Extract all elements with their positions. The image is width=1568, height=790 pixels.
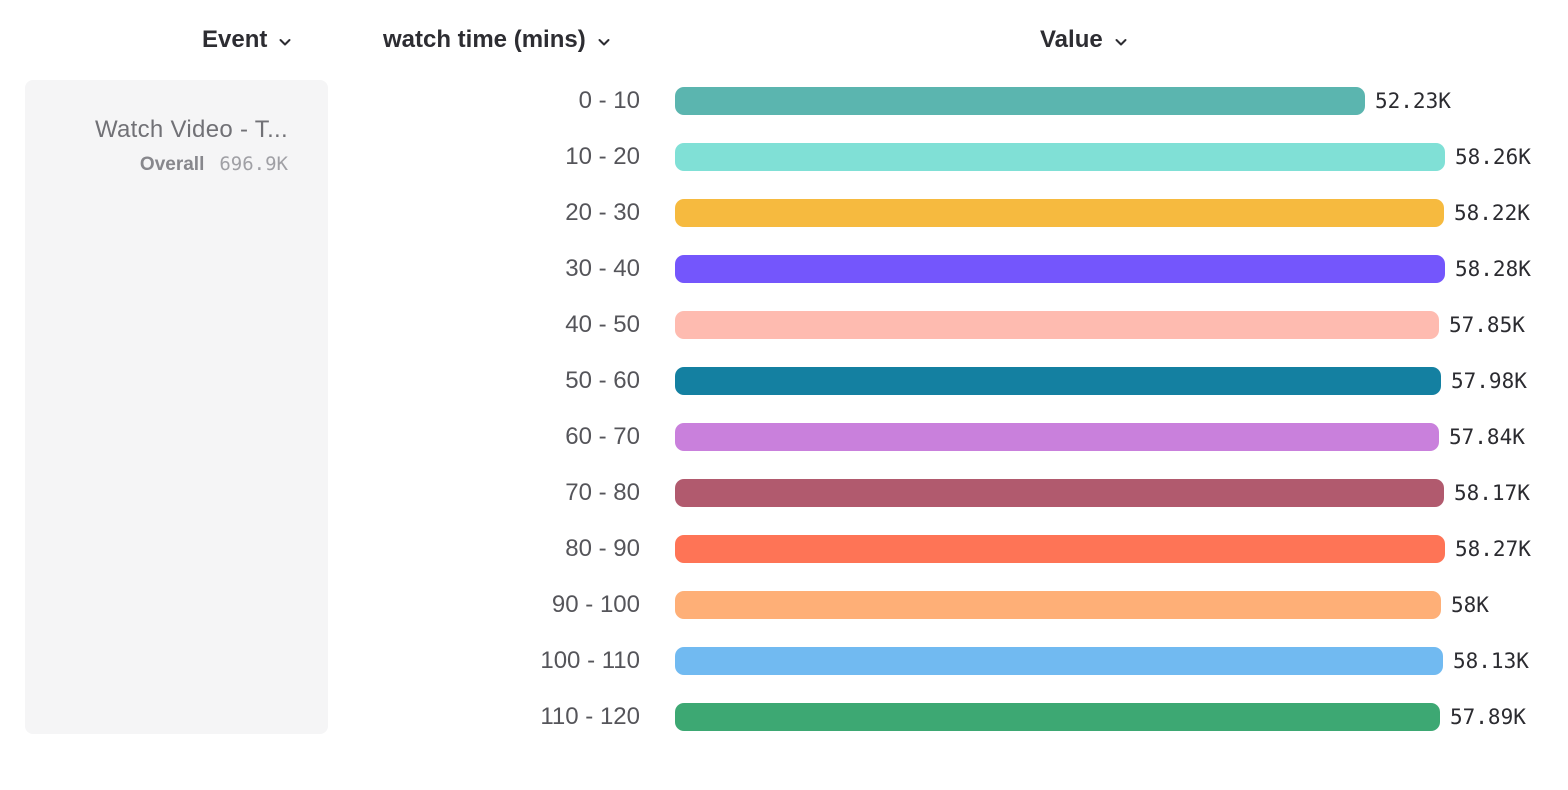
horizontal-bar-chart: 0 - 10 52.23K 10 - 20 58.26K 20 - 30 58.22K 30… (0, 73, 1568, 745)
chart-row: 0 - 10 52.23K (0, 73, 1568, 129)
bar-value: 58.17K (1454, 481, 1530, 505)
overall-label: Overall (139, 154, 205, 175)
bar-value: 57.84K (1449, 425, 1525, 449)
bar-50-60[interactable] (675, 367, 1441, 395)
bucket-label: 30 - 40 (565, 255, 640, 282)
bucket-label: 90 - 100 (551, 591, 640, 618)
event-overall-row: Overall 696.9K (95, 153, 288, 176)
column-header-breakdown[interactable]: watch time (mins) (383, 26, 612, 54)
event-card-content: Watch Video - T... Overall 696.9K (95, 116, 288, 176)
chart-row: 50 - 60 57.98K (0, 353, 1568, 409)
bar-30-40[interactable] (675, 255, 1445, 283)
chart-row: 40 - 50 57.85K (0, 297, 1568, 353)
bucket-label: 110 - 120 (540, 703, 640, 730)
chevron-down-icon (1113, 34, 1129, 50)
bar-80-90[interactable] (675, 535, 1445, 563)
column-header-event[interactable]: Event (202, 26, 293, 54)
bucket-label: 80 - 90 (565, 535, 640, 562)
event-card[interactable]: Watch Video - T... Overall 696.9K (25, 80, 328, 734)
bar-value: 57.89K (1450, 705, 1526, 729)
bar-value: 58.28K (1455, 257, 1531, 281)
chart-row: 20 - 30 58.22K (0, 185, 1568, 241)
overall-value: 696.9K (219, 153, 288, 175)
chart-row: 90 - 100 58K (0, 577, 1568, 633)
chevron-down-icon (596, 34, 612, 50)
bar-90-100[interactable] (675, 591, 1441, 619)
chart-row: 30 - 40 58.28K (0, 241, 1568, 297)
bar-40-50[interactable] (675, 311, 1439, 339)
bucket-label: 70 - 80 (565, 479, 640, 506)
bar-60-70[interactable] (675, 423, 1439, 451)
bar-value: 58.22K (1454, 201, 1530, 225)
bucket-label: 60 - 70 (565, 423, 640, 450)
bar-0-10[interactable] (675, 87, 1365, 115)
chart-row: 60 - 70 57.84K (0, 409, 1568, 465)
bucket-label: 50 - 60 (565, 367, 640, 394)
chart-row: 100 - 110 58.13K (0, 633, 1568, 689)
column-header-event-label: Event (202, 26, 268, 53)
bar-value: 58.13K (1453, 649, 1529, 673)
bar-70-80[interactable] (675, 479, 1444, 507)
bar-100-110[interactable] (675, 647, 1443, 675)
bucket-label: 0 - 10 (578, 87, 640, 114)
bucket-label: 20 - 30 (565, 199, 640, 226)
column-header-breakdown-label: watch time (mins) (383, 26, 586, 53)
bar-value: 58.26K (1455, 145, 1531, 169)
bucket-label: 10 - 20 (565, 143, 640, 170)
bar-110-120[interactable] (675, 703, 1440, 731)
bar-value: 52.23K (1375, 89, 1451, 113)
column-header-value[interactable]: Value (1040, 26, 1129, 54)
bar-value: 58.27K (1455, 537, 1531, 561)
chart-row: 70 - 80 58.17K (0, 465, 1568, 521)
bar-value: 58K (1451, 593, 1489, 617)
bucket-label: 40 - 50 (565, 311, 640, 338)
chart-row: 10 - 20 58.26K (0, 129, 1568, 185)
chart-row: 110 - 120 57.89K (0, 689, 1568, 745)
bucket-label: 100 - 110 (540, 647, 640, 674)
bar-value: 57.98K (1451, 369, 1527, 393)
bar-20-30[interactable] (675, 199, 1444, 227)
column-header-value-label: Value (1040, 26, 1103, 53)
chevron-down-icon (277, 34, 293, 50)
event-name: Watch Video - T... (94, 116, 288, 143)
bar-10-20[interactable] (675, 143, 1445, 171)
chart-row: 80 - 90 58.27K (0, 521, 1568, 577)
bar-value: 57.85K (1449, 313, 1525, 337)
